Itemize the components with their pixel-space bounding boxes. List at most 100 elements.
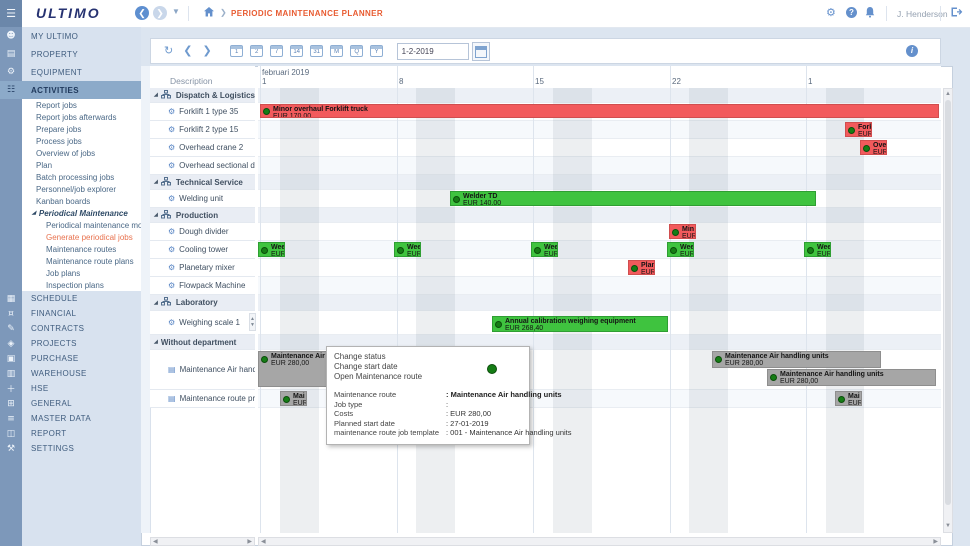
sidebar-item-projects[interactable]: ◈ PROJECTS [0, 336, 141, 351]
row-maintenance-route-products[interactable]: ▤Maintenance route producti [150, 390, 255, 408]
sidebar-item-generate-periodical-jobs[interactable]: Generate periodical jobs [0, 231, 141, 243]
group-row-laboratory[interactable]: ◢ Laboratory [150, 295, 255, 311]
row-forklift-1[interactable]: ⚙ Forklift 1 type 35 [150, 103, 255, 121]
gantt-bar-planetary-mixer-job[interactable]: Plan EUR [628, 260, 655, 275]
forward-button[interactable]: ❯ [153, 6, 167, 20]
sidebar-item-settings[interactable]: ⚒ SETTINGS [0, 441, 141, 456]
row-cooling-tower[interactable]: ⚙ Cooling tower [150, 241, 255, 259]
collapse-triangle-icon[interactable]: ◢ [154, 179, 158, 185]
chart-horizontal-scrollbar[interactable]: ◀ ▶ [258, 537, 941, 546]
collapse-triangle-icon[interactable]: ◢ [154, 212, 158, 218]
sidebar-item-my-ultimo[interactable]: ☻ MY ULTIMO [0, 27, 141, 45]
popup-action-change-start-date[interactable]: Change start date [334, 362, 398, 371]
scroll-right-arrow[interactable]: ▶ [933, 539, 938, 545]
popup-action-change-status[interactable]: Change status [334, 352, 386, 361]
back-button[interactable]: ❮ [135, 6, 149, 20]
sidebar-item-prepare-jobs[interactable]: Prepare jobs [0, 123, 141, 135]
sidebar-item-periodical-maintenance-models[interactable]: Periodical maintenance models [0, 219, 141, 231]
sidebar-item-overview-of-jobs[interactable]: Overview of jobs [0, 147, 141, 159]
sidebar-item-maintenance-routes[interactable]: Maintenance routes [0, 243, 141, 255]
sidebar-item-master-data[interactable]: ≡ MASTER DATA [0, 411, 141, 426]
sidebar-item-report-jobs[interactable]: Report jobs [0, 99, 141, 111]
notifications-bell-icon[interactable] [864, 6, 876, 21]
gantt-bar-dough-divider-job[interactable]: Min EUR [669, 224, 696, 239]
collapse-triangle-icon[interactable]: ◢ [154, 299, 158, 306]
sidebar-item-financial[interactable]: ¤ FINANCIAL [0, 306, 141, 321]
gantt-bar-cooling-tower-week4[interactable]: Wee EUR [667, 242, 694, 257]
breadcrumb[interactable]: PERIODIC MAINTENANCE PLANNER [231, 9, 384, 18]
gantt-bar-cooling-tower-week1[interactable]: Wee EUR [258, 242, 285, 257]
sidebar-item-contracts[interactable]: ✎ CONTRACTS [0, 321, 141, 336]
scroll-right-button[interactable]: ❯ [202, 44, 212, 57]
sidebar-item-maintenance-route-plans[interactable]: Maintenance route plans [0, 255, 141, 267]
collapse-triangle-icon[interactable]: ◢ [154, 339, 158, 345]
gantt-bar-cooling-tower-week2[interactable]: Wee EUR [394, 242, 421, 257]
gantt-bar-maintenance-air-handling-3[interactable]: Maintenance Air handling units EUR 280,00 [767, 369, 936, 386]
gantt-bar-maintenance-air-handling-2[interactable]: Maintenance Air handling units EUR 280,00 [712, 351, 881, 368]
gantt-bar-forklift2-job[interactable]: Fork EUR [845, 122, 872, 137]
row-flowpack-machine[interactable]: ⚙ Flowpack Machine [150, 277, 255, 295]
scroll-up-arrow[interactable]: ▲ [945, 91, 951, 97]
sidebar-item-personnel-job-explorer[interactable]: Personnel/job explorer [0, 183, 141, 195]
scroll-left-arrow[interactable]: ◀ [261, 539, 266, 545]
description-horizontal-scrollbar[interactable]: ◀ ▶ [150, 537, 255, 546]
history-dropdown-caret[interactable]: ▼ [172, 7, 180, 16]
collapse-triangle-icon[interactable]: ◢ [154, 92, 158, 98]
refresh-button[interactable]: ↻ [164, 44, 174, 57]
sidebar-item-report-jobs-afterwards[interactable]: Report jobs afterwards [0, 111, 141, 123]
gantt-bar-crane-job[interactable]: Ove EUR [860, 140, 887, 155]
gantt-bar-cooling-tower-week5[interactable]: Wee EUR [804, 242, 831, 257]
scroll-down-arrow[interactable]: ▼ [945, 523, 951, 529]
info-icon[interactable]: i [906, 45, 918, 57]
vertical-scrollbar[interactable]: ▲ ▼ [943, 88, 953, 533]
row-weighing-scale-1[interactable]: ⚙ Weighing scale 1 [150, 311, 255, 335]
view-2-day-button[interactable]: 2 [250, 45, 264, 57]
group-row-technical-service[interactable]: ◢ Technical Service [150, 175, 255, 190]
sidebar-item-hse[interactable]: ＋ HSE [0, 381, 141, 396]
popup-action-open-maintenance-route[interactable]: Open Maintenance route [334, 372, 423, 381]
gantt-bar-welder-td[interactable]: Welder TD EUR 140,00 [450, 191, 816, 206]
gantt-bar-maintenance-route-1[interactable]: Mai EUR [280, 391, 307, 406]
user-name[interactable]: J. Henderson [897, 9, 948, 19]
view-2-week-button[interactable]: 14 [290, 45, 304, 57]
row-maintenance-air-handling-units[interactable]: ▤Maintenance Air handling u [150, 350, 255, 390]
gantt-bar-cooling-tower-week3[interactable]: Wee EUR [531, 242, 558, 257]
sidebar-item-purchase[interactable]: ▣ PURCHASE [0, 351, 141, 366]
sidebar-item-periodical-maintenance[interactable]: ◢ Periodical Maintenance [0, 207, 141, 219]
view-week-button[interactable]: 7 [270, 45, 284, 57]
group-row-without-department[interactable]: ◢ Without department [150, 335, 255, 350]
sidebar-item-report[interactable]: ◫ REPORT [0, 426, 141, 441]
vertical-scroll-thumb[interactable] [945, 100, 951, 505]
row-planetary-mixer[interactable]: ⚙ Planetary mixer [150, 259, 255, 277]
gantt-bar-minor-overhaul-forklift[interactable]: Minor overhaul Forklift truck EUR 170,00 [260, 104, 939, 118]
row-overhead-sectional-door[interactable]: ⚙Overhead sectional door Dis [150, 157, 255, 175]
sidebar-item-inspection-plans[interactable]: Inspection plans [0, 279, 141, 291]
sidebar-item-property[interactable]: ▤ PROPERTY [0, 45, 141, 63]
sidebar-item-kanban-boards[interactable]: Kanban boards [0, 195, 141, 207]
logout-icon[interactable] [950, 6, 963, 21]
sidebar-item-warehouse[interactable]: ▥ WAREHOUSE [0, 366, 141, 381]
scroll-left-button[interactable]: ❮ [183, 44, 193, 57]
start-date-input[interactable] [396, 42, 469, 60]
row-dough-divider[interactable]: ⚙ Dough divider [150, 223, 255, 241]
scroll-right-arrow[interactable]: ▶ [247, 539, 252, 545]
date-picker-button[interactable] [471, 41, 490, 61]
sidebar-item-activities[interactable]: ☷ ACTIVITIES [0, 81, 141, 99]
view-year-button[interactable]: Y [370, 45, 384, 57]
scroll-left-arrow[interactable]: ◀ [153, 539, 158, 545]
gantt-bar-annual-calibration[interactable]: Annual calibration weighing equipment EUR… [492, 316, 668, 332]
row-welding-unit[interactable]: ⚙ Welding unit [150, 190, 255, 208]
sidebar-item-schedule[interactable]: ▦ SCHEDULE [0, 291, 141, 306]
view-1-day-button[interactable]: 1 [230, 45, 244, 57]
hamburger-menu-button[interactable]: ☰ [0, 0, 22, 27]
view-multi-month-button[interactable]: M [330, 45, 344, 57]
group-row-dispatch-logistics[interactable]: ◢ Dispatch & Logistics [150, 88, 255, 103]
sidebar-item-batch-processing-jobs[interactable]: Batch processing jobs [0, 171, 141, 183]
row-forklift-2[interactable]: ⚙ Forklift 2 type 15 [150, 121, 255, 139]
view-quarter-button[interactable]: Q [350, 45, 364, 57]
column-splitter-scroll[interactable]: ▲ ▼ [249, 313, 256, 331]
sidebar-item-plan[interactable]: Plan [0, 159, 141, 171]
settings-gear-icon[interactable]: ⚙ [826, 6, 836, 19]
sidebar-item-job-plans[interactable]: Job plans [0, 267, 141, 279]
sidebar-item-general[interactable]: ⊞ GENERAL [0, 396, 141, 411]
